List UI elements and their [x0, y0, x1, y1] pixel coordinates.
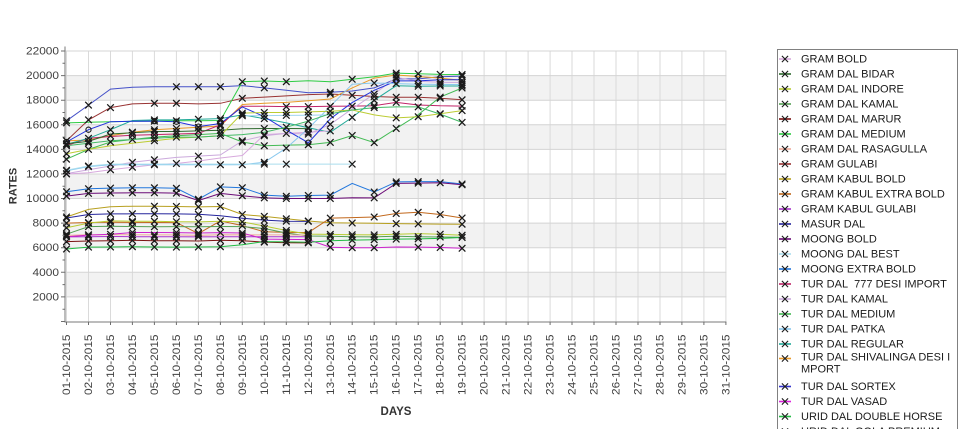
svg-text:22000: 22000 — [26, 46, 59, 58]
svg-text:25-10-2015: 25-10-2015 — [589, 335, 601, 396]
svg-text:18-10-2015: 18-10-2015 — [435, 335, 447, 396]
svg-text:29-10-2015: 29-10-2015 — [676, 335, 688, 396]
svg-text:TUR DAL SHIVALINGA DESI I: TUR DAL SHIVALINGA DESI I — [801, 352, 950, 364]
svg-text:13-10-2015: 13-10-2015 — [325, 335, 337, 396]
svg-text:MOONG DAL BEST: MOONG DAL BEST — [801, 249, 900, 261]
svg-text:26-10-2015: 26-10-2015 — [611, 335, 623, 396]
svg-text:30-10-2015: 30-10-2015 — [698, 335, 710, 396]
svg-text:20000: 20000 — [26, 70, 59, 82]
svg-text:4000: 4000 — [33, 267, 60, 279]
svg-text:GRAM KABUL EXTRA BOLD: GRAM KABUL EXTRA BOLD — [801, 189, 945, 201]
svg-text:06-10-2015: 06-10-2015 — [171, 335, 183, 396]
svg-text:MOONG EXTRA BOLD: MOONG EXTRA BOLD — [801, 264, 916, 276]
svg-text:05-10-2015: 05-10-2015 — [149, 335, 161, 396]
svg-text:19-10-2015: 19-10-2015 — [457, 334, 469, 395]
svg-text:16000: 16000 — [26, 119, 59, 131]
svg-text:TUR DAL REGULAR: TUR DAL REGULAR — [801, 339, 904, 351]
svg-text:GRAM GULABI: GRAM GULABI — [801, 159, 877, 171]
svg-text:10000: 10000 — [26, 193, 59, 205]
svg-text:MPORT: MPORT — [801, 364, 841, 376]
svg-text:GRAM KABUL BOLD: GRAM KABUL BOLD — [801, 174, 906, 186]
svg-text:TUR DAL SORTEX: TUR DAL SORTEX — [801, 381, 896, 393]
svg-text:14-10-2015: 14-10-2015 — [347, 335, 359, 396]
svg-text:URID DAL DOUBLE HORSE: URID DAL DOUBLE HORSE — [801, 411, 942, 423]
svg-text:15-10-2015: 15-10-2015 — [369, 335, 381, 396]
svg-text:12000: 12000 — [26, 169, 59, 181]
svg-text:TUR DAL MEDIUM: TUR DAL MEDIUM — [801, 309, 895, 321]
svg-text:23-10-2015: 23-10-2015 — [545, 335, 557, 396]
svg-text:04-10-2015: 04-10-2015 — [127, 335, 139, 396]
svg-text:MOONG BOLD: MOONG BOLD — [801, 234, 877, 246]
svg-text:TUR DAL PATKA: TUR DAL PATKA — [801, 324, 886, 336]
svg-text:28-10-2015: 28-10-2015 — [655, 335, 667, 396]
svg-text:GRAM DAL KAMAL: GRAM DAL KAMAL — [801, 99, 898, 111]
svg-text:DAYS: DAYS — [381, 406, 412, 418]
svg-text:02-10-2015: 02-10-2015 — [83, 335, 95, 396]
svg-text:09-10-2015: 09-10-2015 — [237, 335, 249, 396]
svg-text:TUR DAL KAMAL: TUR DAL KAMAL — [801, 294, 888, 306]
svg-text:07-10-2015: 07-10-2015 — [193, 335, 205, 396]
svg-text:GRAM DAL BIDAR: GRAM DAL BIDAR — [801, 69, 895, 81]
svg-text:6000: 6000 — [33, 242, 60, 254]
svg-text:GRAM BOLD: GRAM BOLD — [801, 54, 867, 66]
svg-text:08-10-2015: 08-10-2015 — [215, 335, 227, 396]
svg-text:31-10-2015: 31-10-2015 — [720, 335, 732, 396]
svg-text:TUR DAL 777 DESI IMPORT: TUR DAL 777 DESI IMPORT — [801, 279, 947, 291]
svg-text:24-10-2015: 24-10-2015 — [567, 335, 579, 396]
svg-text:GRAM DAL INDORE: GRAM DAL INDORE — [801, 84, 904, 96]
svg-text:20-10-2015: 20-10-2015 — [479, 334, 491, 395]
svg-text:RATES: RATES — [7, 168, 19, 204]
svg-text:GRAM DAL MARUR: GRAM DAL MARUR — [801, 114, 901, 126]
svg-text:GRAM KABUL GULABI: GRAM KABUL GULABI — [801, 204, 916, 216]
svg-text:22-10-2015: 22-10-2015 — [523, 335, 535, 396]
svg-text:10-10-2015: 10-10-2015 — [259, 335, 271, 396]
svg-text:16-10-2015: 16-10-2015 — [391, 335, 403, 396]
svg-text:17-10-2015: 17-10-2015 — [413, 335, 425, 396]
svg-text:14000: 14000 — [26, 144, 59, 156]
svg-text:27-10-2015: 27-10-2015 — [633, 335, 645, 396]
svg-text:GRAM DAL MEDIUM: GRAM DAL MEDIUM — [801, 129, 906, 141]
svg-text:8000: 8000 — [33, 218, 60, 230]
svg-text:01-10-2015: 01-10-2015 — [61, 335, 73, 396]
svg-text:GRAM DAL RASAGULLA: GRAM DAL RASAGULLA — [801, 144, 928, 156]
svg-text:11-10-2015: 11-10-2015 — [281, 335, 293, 396]
svg-text:TUR DAL VASAD: TUR DAL VASAD — [801, 396, 887, 408]
svg-text:03-10-2015: 03-10-2015 — [105, 335, 117, 396]
svg-text:12-10-2015: 12-10-2015 — [303, 335, 315, 396]
svg-text:MASUR DAL: MASUR DAL — [801, 219, 865, 231]
svg-text:21-10-2015: 21-10-2015 — [501, 334, 513, 395]
svg-text:18000: 18000 — [26, 95, 59, 107]
svg-text:2000: 2000 — [33, 291, 60, 303]
